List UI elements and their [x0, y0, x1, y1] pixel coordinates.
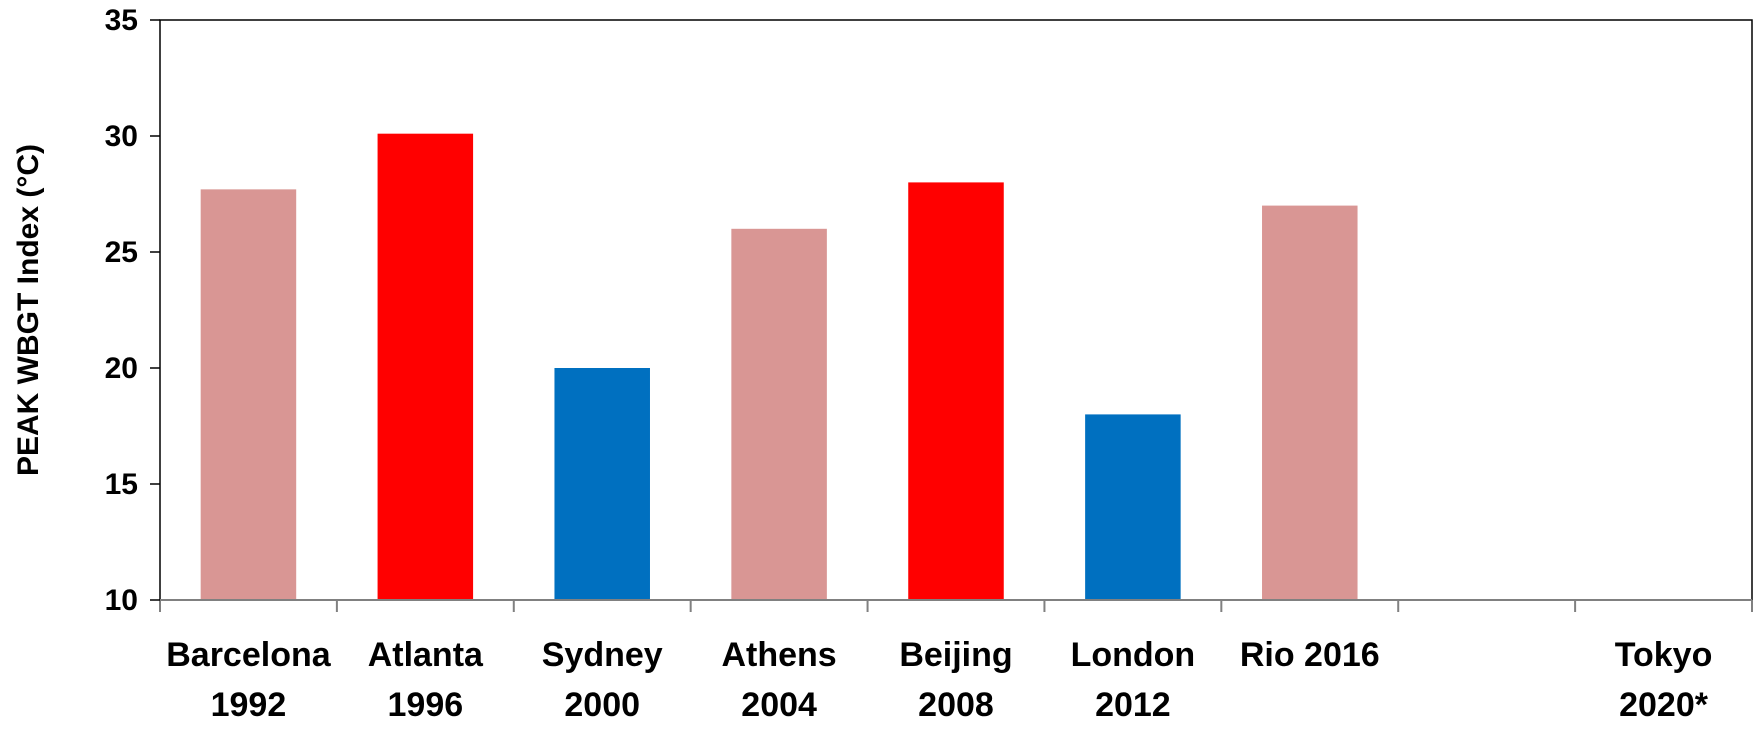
x-label-2-line2: 2000 [564, 686, 640, 724]
x-label-8-line1: Tokyo [1615, 636, 1713, 674]
bar-0 [200, 189, 297, 601]
bar-2 [554, 368, 650, 600]
bar-4 [908, 182, 1004, 600]
x-label-3-line1: Athens [721, 636, 836, 674]
y-tick-label-3: 25 [105, 236, 138, 269]
bar-5 [1085, 414, 1181, 600]
x-label-6-line1: Rio 2016 [1240, 636, 1380, 674]
x-label-3-line2: 2004 [741, 686, 817, 724]
y-tick-label-5: 35 [105, 4, 138, 37]
y-tick-label-4: 30 [105, 120, 138, 153]
x-label-4-line1: Beijing [899, 636, 1012, 674]
y-tick-label-1: 15 [105, 468, 138, 501]
x-label-8-line2: 2020* [1619, 686, 1709, 724]
x-ticks-group [159, 600, 1753, 612]
x-label-4-line2: 2008 [918, 686, 994, 724]
bars-group [200, 133, 1358, 601]
x-label-2-line1: Sydney [542, 636, 663, 674]
x-label-1-line2: 1996 [388, 686, 464, 724]
y-axis-title: PEAK WBGT Index (°C) [12, 144, 45, 476]
bar-6 [1262, 205, 1358, 600]
x-label-1-line1: Atlanta [368, 636, 484, 674]
x-label-0-line1: Barcelona [166, 636, 331, 674]
y-ticks-group: 10 15 20 25 30 35 [105, 4, 160, 617]
bar-1 [377, 133, 474, 600]
x-labels-group: Barcelona 1992 Atlanta 1996 Sydney 2000 Athens… [166, 636, 1712, 724]
y-tick-label-2: 20 [105, 352, 138, 385]
x-label-5-line2: 2012 [1095, 686, 1171, 724]
bar-3 [731, 228, 827, 601]
x-label-5-line1: London [1071, 636, 1196, 674]
x-label-0-line2: 1992 [211, 686, 287, 724]
y-tick-label-0: 10 [105, 584, 138, 617]
